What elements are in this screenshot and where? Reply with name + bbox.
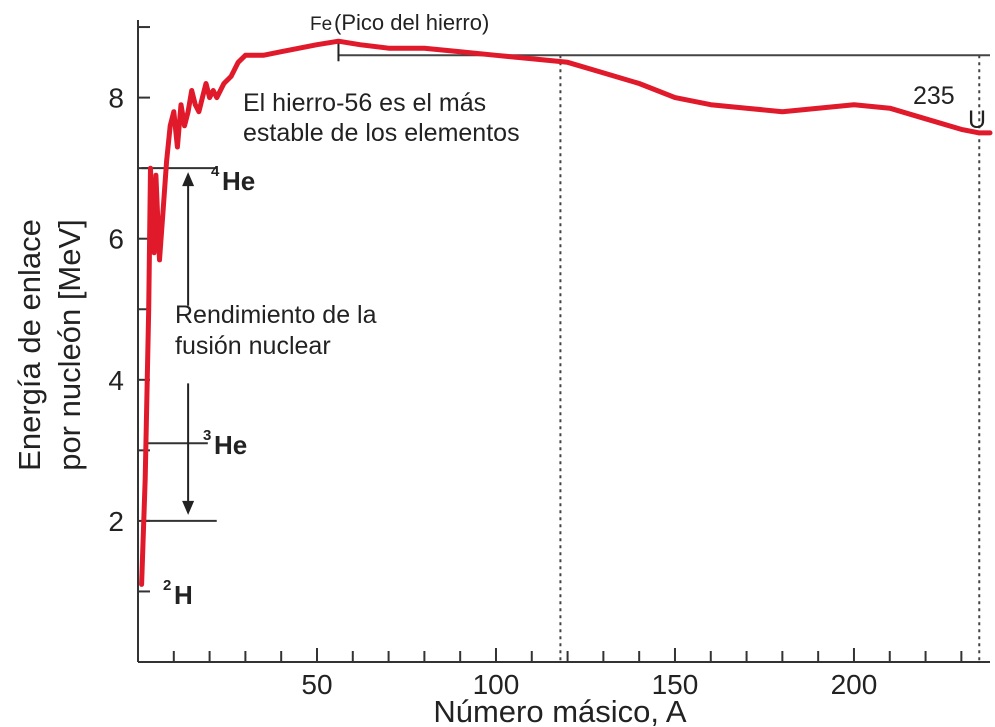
fusion-yield-line2: fusión nuclear: [175, 332, 331, 360]
he3-symbol-label: He: [214, 430, 247, 460]
x-tick-label: 50: [301, 669, 332, 700]
series-layer: [139, 38, 993, 587]
x-tick-label: 100: [473, 669, 520, 700]
y-tick-label: 6: [108, 224, 124, 255]
fusion-yield-line1: Rendimiento de la: [175, 301, 377, 329]
y-tick-label: 8: [108, 83, 124, 114]
u235-symbol-label: U: [968, 106, 986, 134]
iron-stable-line2: estable de los elementos: [243, 119, 520, 147]
u235-mass-label: 235: [913, 82, 955, 110]
x-tick-label: 150: [652, 669, 699, 700]
reference-lines-layer: [141, 39, 990, 662]
x-axis-title: Número másico, A: [433, 694, 687, 727]
fusion-arrow-down-head: [182, 500, 195, 515]
h2-symbol-label: H: [174, 580, 193, 610]
iron-stable-line1: El hierro-56 es el más: [243, 89, 486, 117]
x-tick-label: 200: [831, 669, 878, 700]
fe-peak-label: (Pico del hierro): [334, 10, 489, 35]
h2-mass-label: 2: [163, 577, 171, 594]
axes-layer: [137, 20, 990, 663]
y-axis-title-line2: por nucleón [MeV]: [52, 219, 87, 471]
binding-energy-curve: [139, 38, 993, 587]
y-axis-title-line1: Energía de enlace: [12, 219, 47, 471]
he4-mass-label: 4: [211, 163, 220, 180]
fe-symbol-label: Fe: [310, 14, 332, 35]
y-tick-label: 2: [108, 506, 124, 537]
y-tick-label: 4: [108, 365, 124, 396]
he4-symbol-label: He: [222, 166, 255, 196]
he3-mass-label: 3: [203, 427, 211, 444]
fusion-arrow-up-head: [182, 172, 195, 187]
ticks-layer: 50 100 150 200 2 4 6 8: [108, 26, 963, 700]
